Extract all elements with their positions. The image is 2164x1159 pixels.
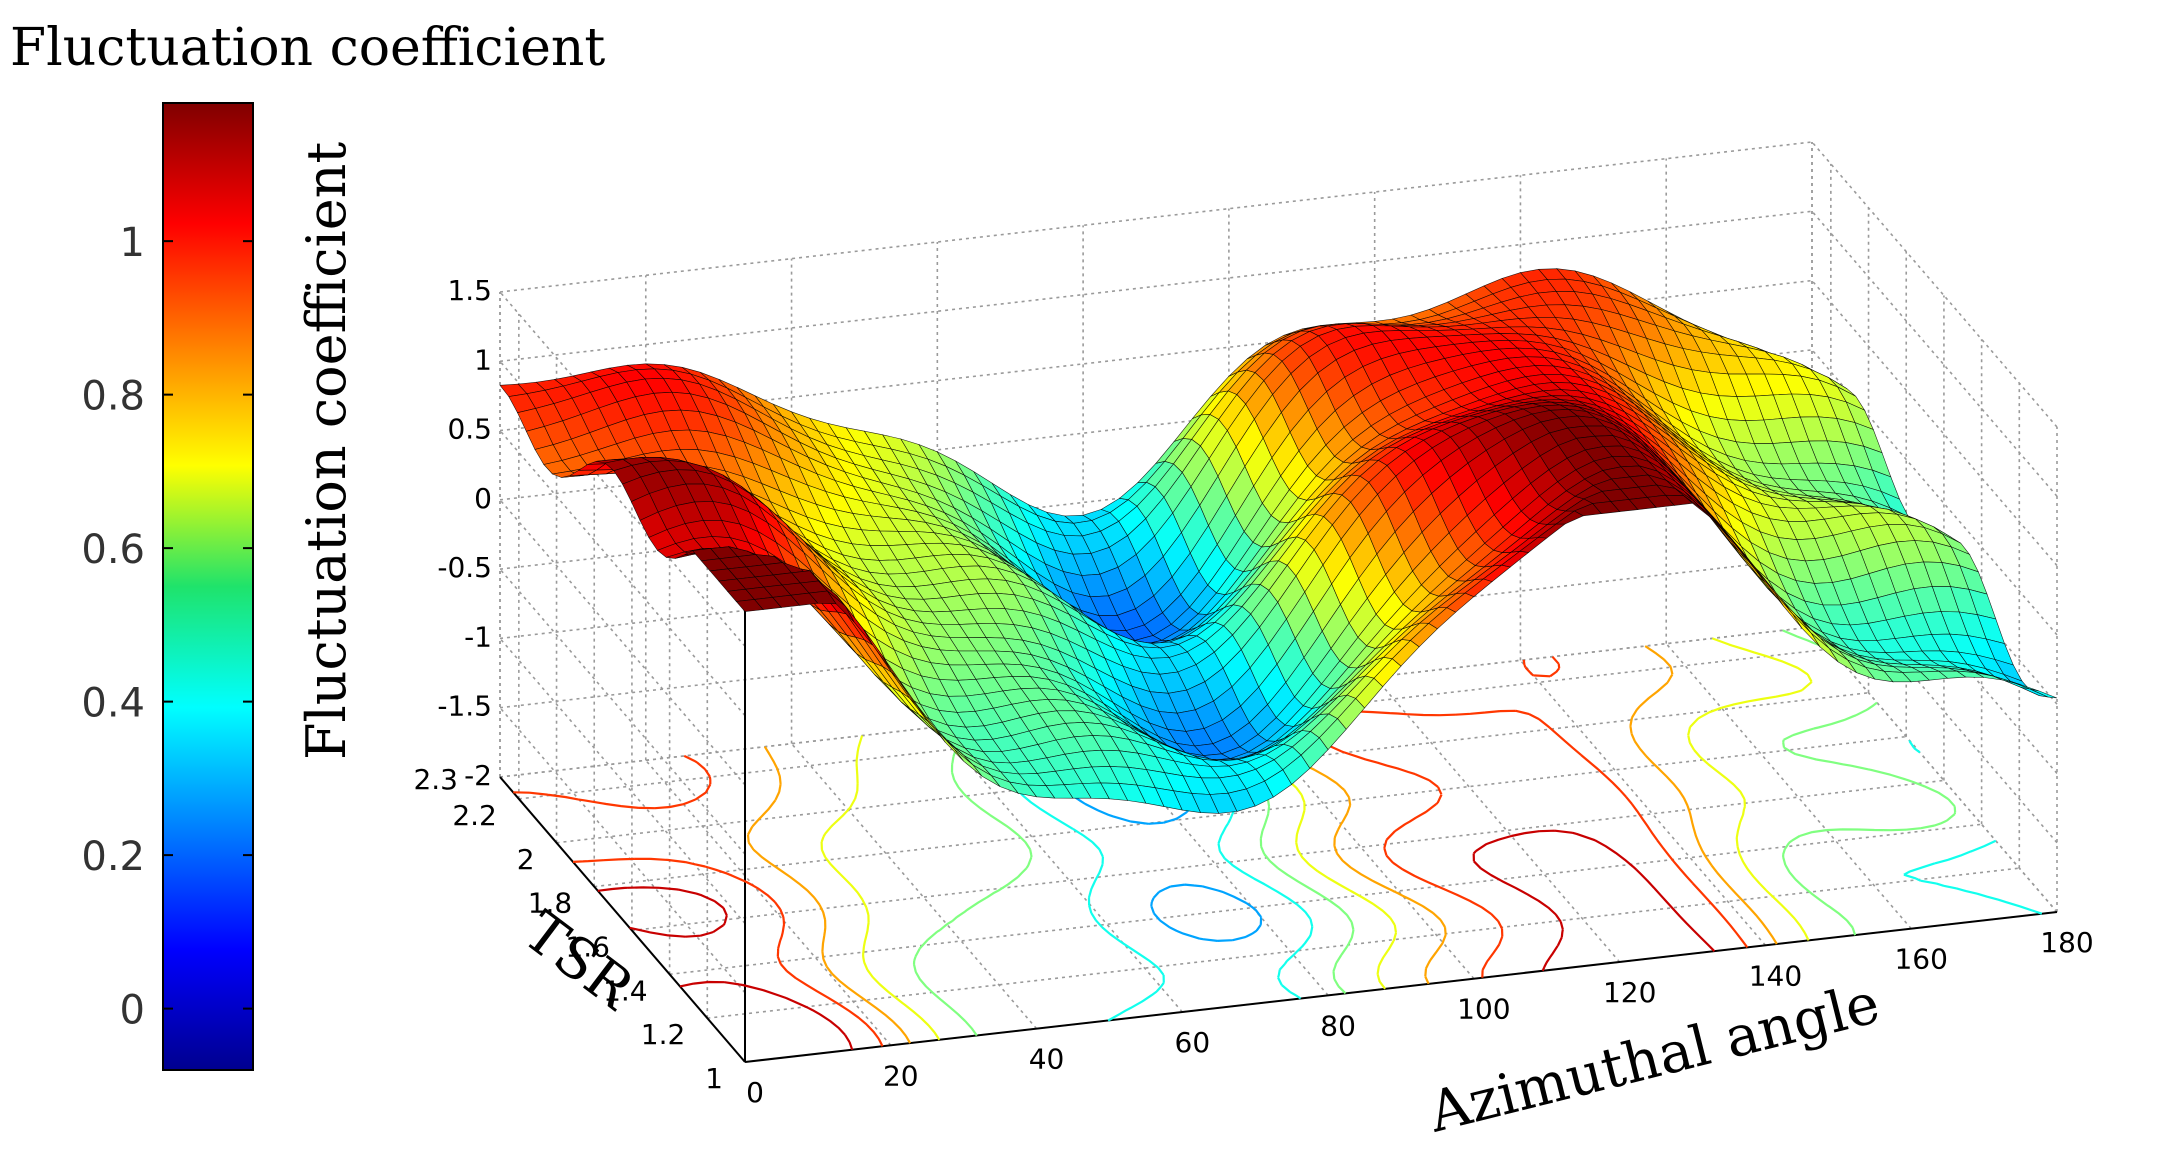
colorbar-tick-label: 1 [120, 220, 145, 266]
x-tick-label: 80 [1320, 1009, 1356, 1042]
colorbar: 1 0.8 0.6 0.4 0.2 0 [81, 102, 254, 1071]
colorbar-tick-label: 0.8 [81, 374, 145, 420]
x-tick-label: 60 [1175, 1026, 1211, 1059]
z-tick-label: 1.5 [447, 274, 492, 307]
x-tick-label: 20 [883, 1059, 919, 1092]
gridline [594, 735, 1907, 888]
z-tick-label: 0 [474, 482, 492, 515]
colorbar-tick-label: 0.4 [81, 681, 145, 727]
chart-title: Fluctuation coefficient [10, 18, 605, 78]
y-tick-label: 2.2 [452, 799, 497, 832]
x-axis-line [744, 911, 2058, 1063]
gridline [645, 759, 892, 1046]
surface-mesh [499, 268, 2058, 814]
gridline [1665, 643, 1912, 930]
x-tick-label: 40 [1029, 1043, 1065, 1076]
y-tick-label: 1 [705, 1062, 723, 1095]
y-tick-label: 2 [517, 843, 535, 876]
z-tick-label: -1 [464, 620, 492, 653]
z-tick-label: 1 [474, 343, 492, 376]
x-tick-label: 140 [1749, 959, 1802, 992]
contour-line [912, 629, 1957, 1037]
z-tick-labels: 1.5 1 0.5 0 -0.5 -1 -1.5 -2 [437, 274, 492, 792]
colorbar-tick-label: 0.6 [81, 527, 145, 573]
gridline [631, 779, 1945, 932]
z-tick-label: -0.5 [437, 551, 492, 584]
z-tick-label: 0.5 [447, 413, 492, 446]
y-tick-label: 1.4 [603, 974, 648, 1007]
gridline [499, 568, 746, 855]
gridline [1811, 141, 2058, 428]
colorbar-gradient [162, 102, 254, 1071]
colorbar-tick-label: 0.2 [81, 834, 145, 880]
colorbar-tick-label: 0 [120, 988, 145, 1034]
surface-facet [2021, 687, 2049, 698]
y-tick-label: 1.6 [565, 930, 610, 963]
y-tick-label: 1.2 [641, 1018, 686, 1051]
contour-line [513, 655, 1749, 1047]
z-tick-label: -1.5 [437, 690, 492, 723]
x-tick-label: 0 [746, 1076, 764, 1109]
gridline [499, 637, 746, 924]
y-tick-label: 2.3 [413, 763, 458, 796]
contour-line [820, 637, 1813, 1041]
colorbar-ticks: 1 0.8 0.6 0.4 0.2 0 [81, 220, 253, 1034]
x-tick-label: 100 [1457, 993, 1510, 1026]
x-tick-labels: 0 20 40 60 80 100 120 140 160 180 [746, 926, 2094, 1109]
gridline [499, 141, 1813, 293]
y-tick-label: 1.8 [528, 887, 573, 920]
gridline [499, 210, 1813, 363]
contour-line [746, 645, 1778, 1044]
gridline [707, 867, 2020, 1019]
y-tick-labels: 1 1.2 1.4 1.6 1.8 2 2.22.3 [413, 763, 723, 1095]
surface-facet [2029, 688, 2058, 699]
z-tick-label: -2 [464, 759, 492, 792]
z-axis-label: Fluctuation coefficient [295, 142, 358, 760]
y-axis-line [499, 776, 746, 1063]
x-tick-label: 180 [2040, 926, 2093, 959]
x-tick-label: 120 [1603, 976, 1656, 1009]
x-tick-label: 160 [1894, 943, 1947, 976]
contour-line [597, 829, 1716, 1051]
